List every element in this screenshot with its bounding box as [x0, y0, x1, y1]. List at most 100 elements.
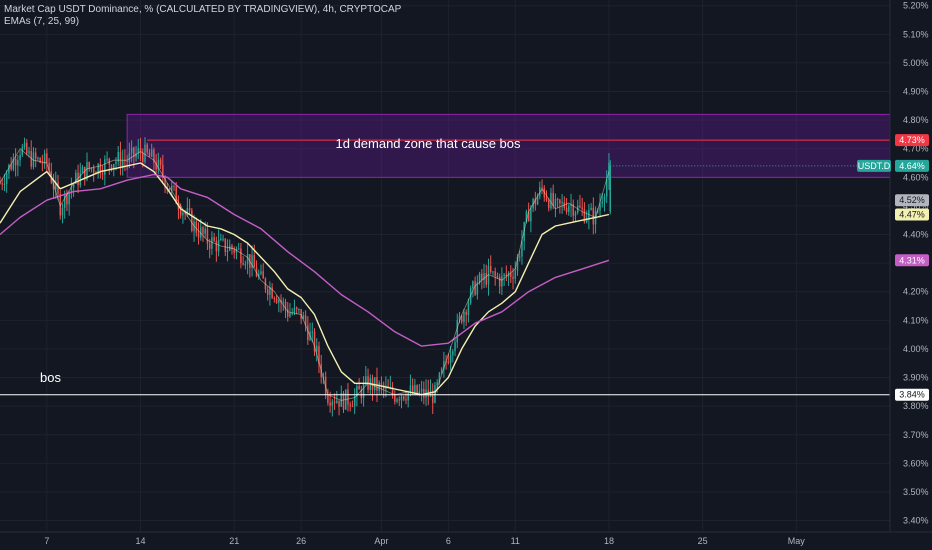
candle-body	[220, 238, 222, 240]
candle-body	[481, 273, 483, 281]
candle-body	[133, 147, 135, 158]
candle-body	[487, 265, 490, 285]
candle-body	[391, 387, 394, 395]
candle-body	[552, 192, 554, 206]
candle-body	[603, 196, 606, 202]
candle-body	[282, 301, 285, 303]
candle-body	[204, 228, 206, 234]
candle-body	[146, 144, 148, 153]
candle-body	[90, 168, 93, 170]
ema-mid-tag-bg	[895, 208, 929, 221]
candle-body	[104, 159, 106, 175]
candle-body	[5, 173, 8, 184]
candle-body	[353, 396, 356, 407]
candle-body	[237, 248, 240, 250]
candle-body	[489, 265, 492, 272]
candle-body	[570, 204, 572, 207]
candle-body	[467, 303, 470, 316]
y-tick-label: 4.80%	[903, 115, 929, 125]
candle-body	[142, 152, 144, 162]
symbol-badge: USDT.D	[858, 161, 891, 171]
levels	[0, 139, 890, 396]
annotations: 1d demand zone that cause bos bos	[40, 136, 521, 385]
candle-body	[474, 281, 476, 295]
candle-body	[275, 298, 278, 303]
y-tick-label: 3.80%	[903, 401, 929, 411]
candle-body	[137, 148, 140, 154]
candle-body	[465, 311, 467, 316]
candle-body	[338, 400, 340, 407]
candle-body	[113, 164, 115, 170]
y-tick-label: 4.20%	[903, 287, 929, 297]
candle-body	[311, 331, 314, 333]
candle-body	[222, 238, 224, 240]
candle-body	[130, 147, 133, 153]
candle-body	[26, 142, 28, 154]
candle-body	[449, 355, 452, 363]
candle-body	[496, 275, 499, 278]
candle-body	[191, 210, 193, 231]
candle-body	[452, 351, 454, 356]
candle-body	[547, 200, 550, 209]
bos-level-tag-bg	[895, 388, 929, 401]
candle-body	[559, 199, 561, 204]
candle-body	[271, 287, 273, 299]
demand-zone	[126, 113, 891, 178]
price-axis[interactable]: 5.20%5.10%5.00%4.90%4.80%4.70%4.60%4.50%…	[903, 1, 929, 526]
candle-body	[32, 152, 35, 167]
demand-zone-box	[126, 113, 891, 178]
candle-body	[61, 207, 64, 216]
candle-body	[197, 232, 200, 238]
candle-body	[17, 160, 19, 166]
x-tick-label: May	[788, 536, 806, 546]
candle-body	[110, 164, 113, 170]
candle-body	[295, 307, 298, 310]
ema-slow-tag-a: 4.52%	[899, 195, 925, 205]
candle-body	[115, 161, 117, 165]
candle-body	[454, 342, 456, 352]
candle-body	[126, 161, 128, 163]
candle-body	[101, 173, 104, 175]
candle-body	[590, 207, 592, 210]
candle-body	[579, 205, 581, 208]
candle-body	[195, 221, 198, 233]
candle-body	[599, 203, 601, 211]
candle-body	[572, 204, 575, 216]
candle-body	[269, 287, 271, 295]
candle-body	[429, 390, 432, 397]
candle-body	[46, 153, 48, 164]
time-axis[interactable]: 7 14 21 26 Apr 6 11 18 25 May	[44, 536, 805, 546]
candle-body	[356, 386, 358, 397]
candle-body	[14, 158, 17, 166]
candle-body	[376, 377, 378, 391]
candle-body	[202, 227, 204, 234]
x-tick-label: 25	[698, 536, 708, 546]
y-tick-label: 5.20%	[903, 1, 929, 11]
candle-body	[10, 164, 12, 170]
candle-body	[336, 400, 338, 403]
candle-body	[351, 406, 354, 408]
chart-legend: Market Cap USDT Dominance, % (CALCULATED…	[4, 4, 401, 28]
y-tick-label: 3.60%	[903, 458, 929, 468]
candle-body	[574, 212, 577, 216]
candle-body	[405, 399, 407, 401]
candle-body	[175, 186, 177, 204]
candle-body	[246, 254, 249, 265]
candle-body	[88, 162, 90, 169]
candle-body	[327, 394, 329, 403]
candle-body	[208, 243, 211, 249]
candle-body	[583, 209, 586, 223]
candle-body	[400, 396, 403, 401]
candle-body	[438, 372, 441, 383]
candle-body	[159, 159, 162, 166]
candle-body	[99, 163, 102, 174]
candle-body	[431, 390, 434, 403]
candle-body	[84, 166, 86, 180]
red-level-tag: 4.73%	[899, 135, 925, 145]
ema-99-line	[0, 173, 610, 347]
ema-25-line	[0, 162, 610, 396]
candle-body	[298, 308, 300, 310]
candle-body	[609, 165, 612, 212]
